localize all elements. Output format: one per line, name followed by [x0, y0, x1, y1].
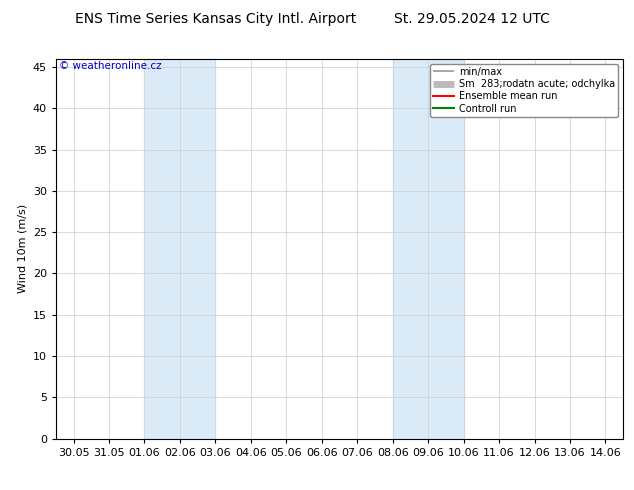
Y-axis label: Wind 10m (m/s): Wind 10m (m/s) — [17, 204, 27, 293]
Bar — [145, 59, 216, 439]
Text: ENS Time Series Kansas City Intl. Airport: ENS Time Series Kansas City Intl. Airpor… — [75, 12, 356, 26]
Text: St. 29.05.2024 12 UTC: St. 29.05.2024 12 UTC — [394, 12, 550, 26]
Text: © weatheronline.cz: © weatheronline.cz — [58, 61, 161, 71]
Legend: min/max, Sm  283;rodatn acute; odchylka, Ensemble mean run, Controll run: min/max, Sm 283;rodatn acute; odchylka, … — [430, 64, 618, 117]
Bar — [392, 59, 463, 439]
